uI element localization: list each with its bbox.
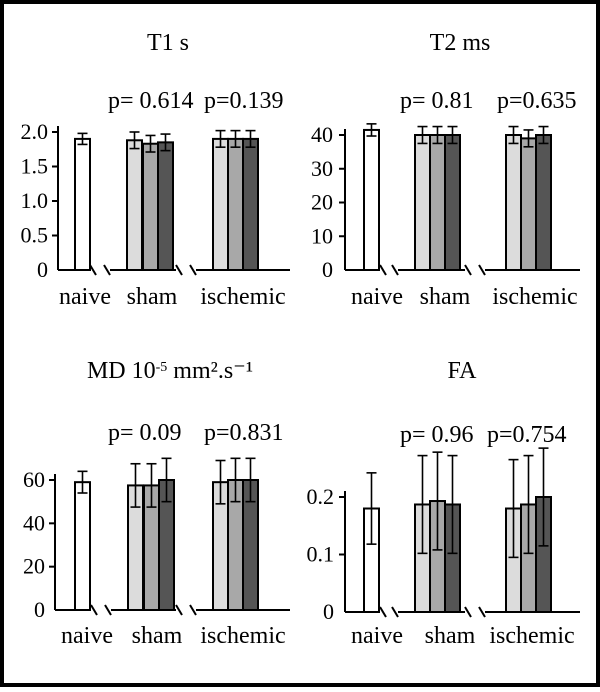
bar-sham-light	[414, 134, 431, 271]
p-value-label: p=0.831	[204, 420, 284, 446]
bar-ischemic-light	[212, 137, 229, 271]
bar-ischemic-mid	[520, 137, 537, 271]
x-category-label: sham	[420, 284, 471, 310]
x-category-label: naive	[61, 623, 113, 649]
bar-ischemic-light	[505, 134, 522, 271]
y-tick-label: 40	[311, 122, 333, 147]
y-tick-label: 0.2	[307, 484, 335, 509]
bar-sham-dark	[444, 134, 461, 271]
chart-panel: T1 s p= 0.614 p=0.139 0 0.5 1.0 1.5 2.0 naive sha…	[21, 30, 290, 310]
bar-sham-light	[126, 139, 143, 271]
x-category-label: ischemic	[200, 623, 285, 649]
p-value-label: p=0.635	[497, 88, 577, 114]
y-tick-label: 30	[311, 156, 333, 181]
axis-break-mark	[175, 604, 183, 616]
chart-title: T1 s	[147, 30, 189, 56]
chart-title: T2 ms	[430, 30, 491, 56]
chart-title: MD 10-5 mm².s⁻¹	[87, 358, 253, 384]
y-tick-label: 20	[311, 190, 333, 215]
axis-break-mark	[379, 264, 387, 276]
axis-break-mark	[379, 606, 387, 618]
axis-break-mark	[103, 264, 111, 276]
axis-break-mark	[189, 264, 197, 276]
bar-naive-white	[74, 481, 91, 611]
p-value-label: p=0.754	[487, 422, 567, 448]
chart-panel: MD 10-5 mm².s⁻¹ p= 0.09 p=0.831 0 20 40 60 naiv…	[23, 358, 290, 649]
y-tick-label: 0.5	[21, 223, 49, 248]
x-category-label: naive	[351, 623, 403, 649]
axis-break-mark	[90, 604, 98, 616]
x-category-label: ischemic	[489, 623, 574, 649]
chart-title: FA	[448, 358, 478, 384]
y-tick-label: 0	[323, 599, 334, 624]
axis-break-mark	[175, 264, 183, 276]
p-value-label: p= 0.81	[400, 88, 474, 114]
y-tick-label: 60	[23, 467, 45, 492]
p-value-label: p=0.139	[204, 88, 284, 114]
bar-ischemic-dark	[242, 137, 259, 271]
axis-break-mark	[391, 264, 399, 276]
axis-break-mark	[478, 606, 486, 618]
y-tick-label: 20	[23, 554, 45, 579]
axis-break-mark	[104, 604, 112, 616]
axis-break-mark	[189, 604, 197, 616]
axis-break-mark	[478, 264, 486, 276]
y-tick-label: 1.0	[21, 188, 49, 213]
x-category-label: sham	[132, 623, 183, 649]
bar-sham-mid	[142, 142, 159, 271]
x-category-label: ischemic	[492, 284, 577, 310]
bar-naive-white	[74, 137, 91, 271]
bar-sham-mid	[429, 134, 446, 271]
x-category-label: ischemic	[200, 284, 285, 310]
y-tick-label: 10	[311, 223, 333, 248]
axis-break-mark	[464, 606, 472, 618]
y-tick-label: 0	[34, 597, 45, 622]
x-category-label: sham	[425, 623, 476, 649]
bar-sham-dark	[157, 141, 174, 272]
chart-panel: T2 ms p= 0.81 p=0.635 0 10 20 30 40 naive sham isc…	[311, 30, 580, 310]
y-tick-label: 2.0	[21, 119, 49, 144]
axis-break-mark	[391, 606, 399, 618]
y-tick-label: 1.5	[21, 154, 49, 179]
bar-ischemic-mid	[227, 137, 244, 271]
axis-break-mark	[464, 264, 472, 276]
x-category-label: sham	[127, 284, 178, 310]
y-tick-label: 0.1	[307, 542, 335, 567]
y-tick-label: 0	[37, 257, 48, 282]
bar-ischemic-dark	[535, 134, 552, 271]
p-value-label: p= 0.614	[108, 88, 194, 114]
y-tick-label: 0	[322, 257, 333, 282]
p-value-label: p= 0.96	[400, 422, 474, 448]
y-tick-label: 40	[23, 510, 45, 535]
x-category-label: naive	[59, 284, 111, 310]
bar-naive-white	[363, 128, 380, 271]
x-category-label: naive	[351, 284, 403, 310]
p-value-label: p= 0.09	[108, 420, 182, 446]
chart-panel: FA p= 0.96 p=0.754 0 0.1 0.2 naive sham ischemic	[307, 358, 580, 649]
